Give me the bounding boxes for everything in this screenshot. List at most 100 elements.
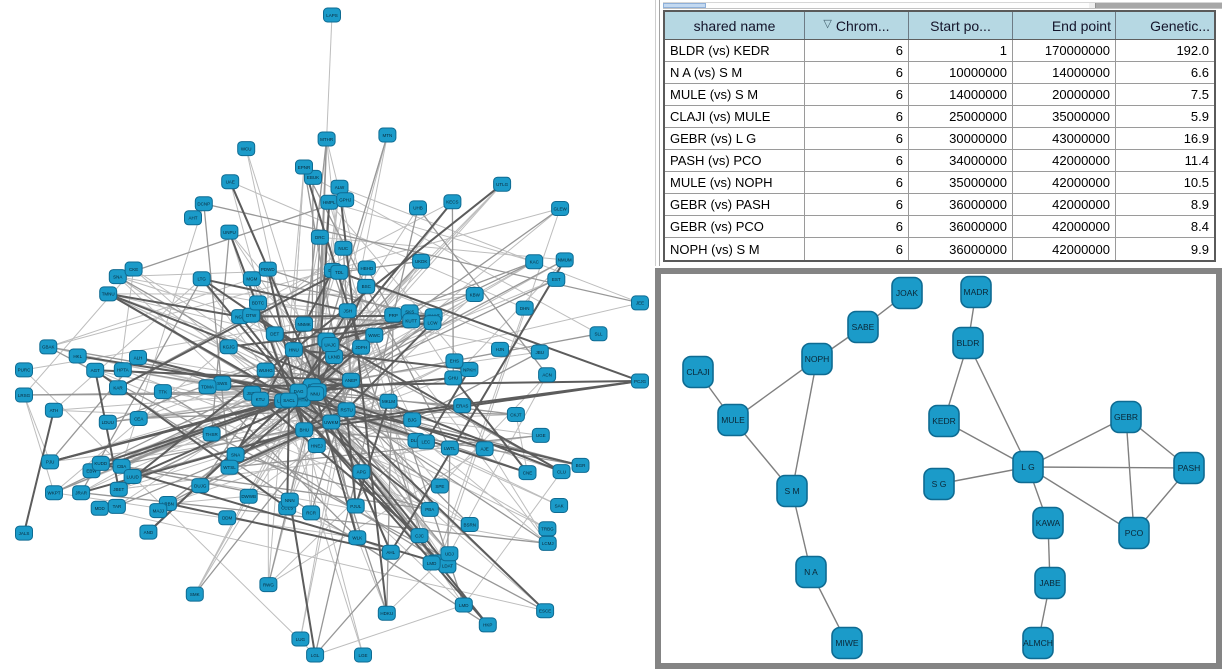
overview-edge[interactable] [117, 271, 340, 389]
scrollbar-thumb[interactable] [663, 3, 706, 8]
subnetwork-panel[interactable]: JOAK MADR SABE NOPH CLAJI BLDR MULE KEDR GEBR L G… [655, 268, 1222, 669]
overview-node[interactable]: ALW [330, 179, 349, 195]
overview-node[interactable]: SNA [108, 269, 127, 285]
table-cell[interactable]: 36000000 [909, 238, 1013, 260]
overview-node[interactable]: KECS [443, 194, 462, 210]
overview-edge[interactable] [350, 380, 357, 507]
overview-edge[interactable] [346, 409, 549, 544]
overview-edge[interactable] [515, 414, 528, 473]
overview-edge[interactable] [319, 236, 565, 261]
subnetwork-node[interactable]: GEBR [1110, 400, 1142, 434]
table-cell[interactable]: 36000000 [909, 216, 1013, 237]
table-cell[interactable]: 14000000 [1013, 62, 1116, 83]
overview-node[interactable]: UDJ [440, 546, 459, 562]
overview-node[interactable]: PBA [420, 501, 439, 517]
overview-node[interactable]: DWWB [239, 488, 258, 504]
overview-node[interactable]: UHB [409, 200, 427, 216]
overview-node[interactable]: SLL [589, 326, 608, 342]
subnetwork-node[interactable]: MADR [960, 275, 992, 309]
overview-edge[interactable] [49, 399, 290, 463]
table-row[interactable]: CLAJI (vs) MULE 6 25000000 35000000 5.9 [665, 106, 1214, 128]
overview-edge[interactable] [207, 380, 641, 388]
overview-node[interactable]: SMK [185, 586, 204, 602]
overview-node[interactable]: ERAS [453, 398, 472, 414]
overview-edge[interactable] [288, 499, 317, 656]
column-header-4[interactable]: Genetic... [1116, 12, 1214, 39]
table-cell[interactable]: N A (vs) S M [665, 62, 805, 83]
overview-node[interactable]: TAR [107, 498, 126, 514]
overview-edge[interactable] [282, 166, 305, 401]
overview-node[interactable]: CNE [518, 465, 537, 481]
overview-node[interactable]: SAK [550, 498, 569, 513]
overview-edge[interactable] [299, 409, 348, 640]
overview-node[interactable]: DET [265, 326, 284, 342]
attribute-table[interactable]: shared name ▽ Chrom... Start po... End point… [663, 10, 1216, 262]
overview-edge[interactable] [314, 535, 420, 656]
overview-edge[interactable] [200, 278, 303, 401]
overview-edge[interactable] [298, 390, 528, 474]
overview-node[interactable]: BDTC [249, 295, 267, 311]
overview-edge[interactable] [330, 421, 431, 510]
column-header-1[interactable]: ▽ Chrom... [805, 12, 909, 39]
subnetwork-node[interactable]: S G [923, 467, 955, 501]
overview-node[interactable]: TDL [330, 264, 349, 280]
overview-edge[interactable] [452, 259, 566, 379]
overview-edge[interactable] [338, 187, 388, 614]
table-cell[interactable]: 6 [805, 40, 909, 61]
overview-edge[interactable] [339, 186, 641, 304]
filter-funnel-icon[interactable]: ▽ [823, 18, 832, 30]
overview-edge[interactable] [23, 394, 51, 463]
overview-node[interactable]: AHT [184, 210, 202, 226]
subnetwork-edge[interactable] [967, 342, 1029, 468]
table-row[interactable]: GEBR (vs) PCO 6 36000000 42000000 8.4 [665, 216, 1214, 238]
overview-node[interactable]: EPNR [295, 159, 313, 175]
overview-node[interactable]: UTLG [493, 176, 512, 192]
table-cell[interactable]: CLAJI (vs) MULE [665, 106, 805, 127]
table-cell[interactable]: 6 [805, 84, 909, 105]
table-cell[interactable]: 35000000 [909, 172, 1013, 193]
overview-node[interactable]: AJE [475, 441, 494, 457]
overview-node[interactable]: NNU [306, 386, 325, 402]
overview-node[interactable]: LWTL [440, 440, 459, 456]
table-cell[interactable]: 9.9 [1190, 241, 1209, 257]
overview-node[interactable]: LUUD [123, 469, 142, 484]
overview-node[interactable]: LRSG [15, 387, 33, 403]
table-cell[interactable]: 25000000 [909, 106, 1013, 127]
overview-node[interactable]: KAR [109, 380, 127, 396]
overview-edge[interactable] [311, 384, 546, 612]
subnetwork-edge[interactable] [1027, 416, 1127, 468]
subnetwork-canvas[interactable]: JOAK MADR SABE NOPH CLAJI BLDR MULE KEDR GEBR L G… [661, 274, 1216, 663]
overview-node[interactable]: LAPS [323, 7, 341, 23]
overview-node[interactable]: KGJG [219, 339, 238, 355]
overview-edge[interactable] [314, 285, 368, 395]
overview-node[interactable]: EHS [445, 353, 464, 369]
overview-edge[interactable] [288, 201, 454, 401]
overview-node[interactable]: CKJT [506, 407, 525, 422]
overview-edge[interactable] [210, 232, 231, 435]
overview-node[interactable]: AHL [381, 544, 400, 560]
subnetwork-node[interactable]: ALMCH [1022, 626, 1054, 660]
subnetwork-node[interactable]: PASH [1173, 451, 1205, 485]
overview-edge[interactable] [332, 270, 433, 564]
overview-edge[interactable] [257, 201, 453, 304]
overview-node[interactable]: JBET [109, 481, 128, 497]
overview-node[interactable]: LMD [454, 597, 473, 613]
subnetwork-node[interactable]: JABE [1034, 566, 1066, 600]
overview-node[interactable]: BGR [571, 457, 590, 473]
overview-edge[interactable] [53, 492, 358, 539]
table-cell[interactable]: 6 [805, 238, 909, 260]
overview-edge[interactable] [314, 604, 464, 656]
overview-node[interactable]: LEC [416, 434, 435, 450]
table-cell[interactable]: 6 [805, 216, 909, 237]
overview-node[interactable]: GBAK [39, 339, 58, 355]
overview-node[interactable]: LMD [422, 555, 441, 571]
overview-edge[interactable] [463, 471, 562, 606]
overview-node[interactable]: HNEJ [307, 438, 326, 453]
overview-edge[interactable] [133, 268, 318, 392]
overview-edge[interactable] [23, 294, 475, 371]
subnetwork-node[interactable]: MIWE [831, 626, 863, 660]
table-cell[interactable]: 34000000 [909, 150, 1013, 171]
subnetwork-edge[interactable] [1027, 466, 1135, 534]
overview-edge[interactable] [94, 369, 288, 509]
overview-node[interactable]: UWKM [322, 414, 341, 430]
